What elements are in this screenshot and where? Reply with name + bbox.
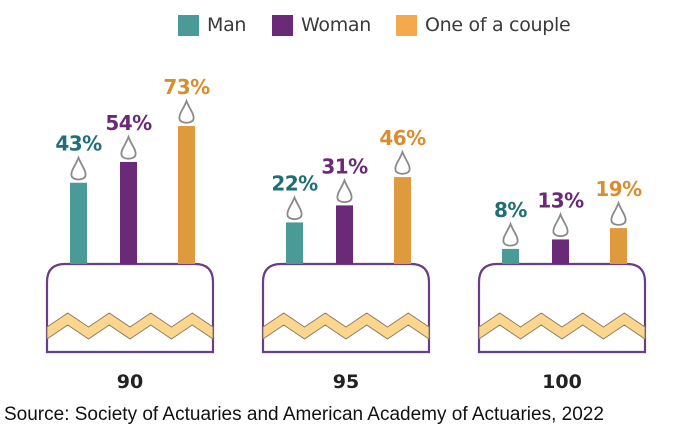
candle-flame-icon-woman-age-90: [120, 134, 137, 160]
candle-flame-icon-man-age-90: [70, 155, 87, 181]
candle-flame-icon-woman-age-100: [552, 211, 569, 238]
category-label-age-100: 100: [542, 371, 582, 393]
candle-flame-icon-man-age-100: [502, 221, 519, 247]
category-label-age-90: 90: [117, 371, 143, 393]
candle-flame-icon-one-of-a-couple-age-100: [610, 200, 627, 226]
category-label-age-95: 95: [333, 371, 359, 393]
legend-label-man: Man: [207, 14, 247, 36]
candle-flame-icon-man-age-95: [286, 194, 303, 221]
cake-wave-age-95: [262, 312, 430, 340]
legend-item-man: Man: [178, 10, 246, 40]
data-label-one-of-a-couple-age-90: 73%: [163, 75, 210, 99]
cake-wave-age-100: [478, 312, 646, 340]
legend-label-woman: Woman: [301, 14, 371, 36]
chart-legend: Man Woman One of a couple: [0, 10, 686, 40]
candle-flame-icon-one-of-a-couple-age-95: [394, 149, 411, 175]
data-label-one-of-a-couple-age-95: 46%: [379, 126, 426, 150]
legend-item-woman: Woman: [272, 10, 371, 40]
bar-woman-age-95: [336, 205, 353, 264]
data-label-man-age-100: 8%: [494, 198, 527, 222]
legend-swatch-one-of-a-couple: [396, 14, 417, 36]
source-caption: Source: Society of Actuaries and America…: [4, 404, 604, 425]
data-label-man-age-90: 43%: [55, 132, 102, 156]
bar-man-age-100: [502, 248, 519, 264]
legend-label-one-of-a-couple: One of a couple: [425, 14, 571, 36]
legend-swatch-man: [178, 14, 199, 36]
data-label-woman-age-95: 31%: [321, 154, 368, 178]
legend-item-one-of-a-couple: One of a couple: [396, 10, 571, 40]
bar-one-of-a-couple-age-90: [178, 126, 195, 264]
bar-man-age-95: [286, 222, 303, 264]
cake-wave-age-90: [46, 312, 214, 340]
bar-woman-age-100: [552, 239, 569, 264]
data-label-one-of-a-couple-age-100: 19%: [595, 177, 642, 201]
bar-woman-age-90: [120, 161, 137, 264]
data-label-woman-age-100: 13%: [537, 188, 584, 212]
bar-one-of-a-couple-age-95: [394, 177, 411, 264]
data-label-woman-age-90: 54%: [105, 111, 152, 135]
legend-swatch-woman: [272, 14, 293, 36]
data-label-man-age-95: 22%: [271, 171, 318, 195]
bar-one-of-a-couple-age-100: [610, 228, 627, 264]
candle-flame-icon-one-of-a-couple-age-90: [178, 98, 195, 124]
bar-man-age-90: [70, 182, 87, 264]
candle-flame-icon-woman-age-95: [336, 177, 353, 204]
